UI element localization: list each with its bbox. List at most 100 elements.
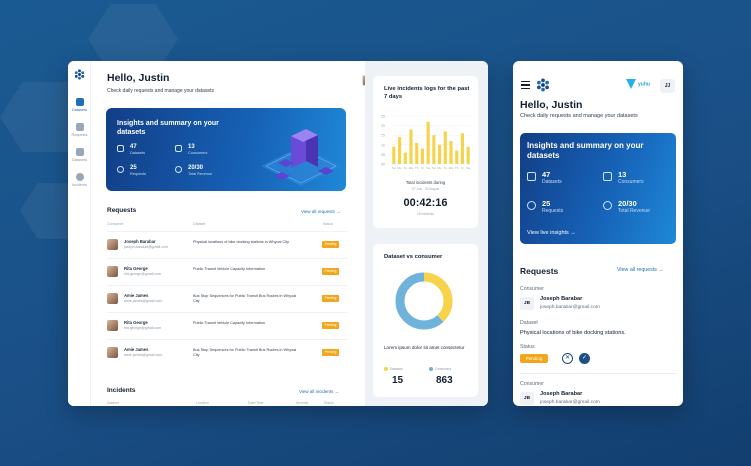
chat-icon — [527, 201, 536, 210]
legend-label: Consumers — [435, 367, 452, 371]
user-avatar[interactable]: JJ — [660, 79, 675, 93]
bar — [438, 144, 442, 164]
avatar: JB — [520, 297, 534, 310]
stat-label: Total Revenue — [188, 172, 213, 176]
consumers-value: 863 — [436, 375, 453, 386]
insights-banner: Insights and summary on your datasets 47… — [106, 108, 346, 191]
column-header: Date/Time — [248, 401, 264, 405]
x-tick-label: Mo — [397, 166, 401, 170]
x-tick-label: Fr — [421, 166, 424, 170]
table-row[interactable]: Amie James amie.james@gmail.com Bus Stop… — [107, 339, 347, 365]
sidebar-item-label: Requests — [71, 133, 88, 137]
approve-button[interactable]: ✓ — [579, 353, 590, 364]
date-range: 27 July - 03 August — [411, 187, 440, 191]
dataset-label: Dataset — [520, 320, 538, 326]
grid-icon — [75, 148, 84, 156]
card-description: Lorem ipsum dolor sit amet consectetur — [384, 345, 465, 350]
subtitle: Check daily requests and manage your dat… — [107, 88, 215, 94]
greeting: Hello, Justin — [107, 72, 170, 84]
consumer-name: Rita George — [124, 266, 148, 271]
consumer-label: Consumer — [520, 286, 544, 292]
insights-banner: Insights and summary on your datasets 47… — [520, 133, 676, 244]
dataset-name: Public Transit Vehicle Capacity Informat… — [193, 321, 265, 325]
bar — [398, 137, 402, 164]
bar — [432, 135, 436, 164]
consumer-email: amie.james@gmail.com — [124, 353, 163, 357]
consumer-name: Amie James — [124, 293, 149, 298]
requests-title: Requests — [520, 266, 559, 276]
stat-value: 25 — [542, 199, 551, 208]
donut-segment-consumers — [395, 272, 453, 330]
y-tick-label: 25 — [381, 115, 385, 119]
sidebar-item-incidents[interactable]: Incidents — [68, 173, 91, 187]
stat-value: 20/30 — [618, 199, 637, 208]
brand-name: yuhu — [638, 81, 650, 88]
hamburger-menu-icon[interactable] — [521, 81, 530, 91]
consumer-email: rita.george@gmail.com — [124, 272, 162, 276]
view-all-requests-link[interactable]: View all requests → — [301, 209, 341, 214]
x-tick-label: Th — [415, 166, 419, 170]
column-header: Location — [196, 401, 209, 405]
legend-item-datasets: Datasets — [384, 367, 403, 372]
sidebar-item-datasets-grid[interactable]: Datasets — [68, 148, 91, 162]
status-badge: Pending — [322, 268, 339, 275]
y-tick-label: 20 — [381, 124, 385, 128]
x-tick-label: Tu — [444, 166, 448, 170]
banner-title: Insights and summary on your datasets — [117, 120, 219, 136]
view-live-insights-link[interactable]: View live insights → — [527, 230, 576, 236]
stat-label: Consumers — [618, 179, 644, 185]
avatar: JB — [520, 392, 534, 405]
stat-value: 25 — [130, 165, 137, 171]
dataset-name: Bus Stop Sequences for Public Transit Bu… — [193, 294, 297, 303]
sidebar-item-requests[interactable]: Requests — [68, 123, 91, 137]
bar — [466, 146, 470, 164]
table-row[interactable]: Rita George rita.george@gmail.com Public… — [107, 258, 347, 284]
x-tick-label: Th — [455, 166, 459, 170]
column-header: Status — [323, 222, 334, 226]
view-all-requests-link[interactable]: View all requests → — [617, 267, 664, 273]
consumer-name: Joseph Barabar — [540, 391, 583, 397]
consumer-label: Consumer — [520, 381, 544, 387]
bar — [420, 148, 424, 164]
stat-label: Datasets — [542, 179, 562, 185]
chat-icon — [117, 166, 124, 173]
reject-button[interactable]: ✕ — [562, 353, 573, 364]
consumer-name: Rita George — [124, 320, 148, 325]
consumer-email: amie.james@gmail.com — [124, 299, 163, 303]
table-row[interactable]: Rita George rita.george@gmail.com Public… — [107, 312, 347, 338]
main-content: Hello, Justin Check daily requests and m… — [98, 61, 373, 406]
dataset-name: Physical locations of bike docking stati… — [193, 240, 290, 244]
banner-title: Insights and summary on your datasets — [527, 141, 644, 160]
consumer-email: rita.george@gmail.com — [124, 326, 162, 330]
datasets-value: 15 — [392, 375, 404, 386]
bar — [426, 121, 430, 164]
users-icon — [175, 145, 182, 152]
datasets-icon — [75, 98, 84, 106]
bar — [392, 146, 396, 164]
y-tick-label: 10 — [381, 143, 385, 147]
table-row[interactable]: Amie James amie.james@gmail.com Bus Stop… — [107, 285, 347, 311]
x-tick-label: Fr — [461, 166, 464, 170]
bar — [443, 131, 447, 164]
avatar — [107, 239, 118, 250]
dataset-consumer-card: Dataset vs consumer Lorem ipsum dolor si… — [373, 244, 478, 397]
dataset-name: Public Transit Vehicle Capacity Informat… — [193, 267, 265, 271]
dataset-name: Bus Stop Sequences for Public Transit Bu… — [193, 348, 297, 357]
stat-value: 13 — [618, 170, 627, 179]
view-all-incidents-link[interactable]: View all incidents → — [299, 389, 340, 394]
incident-timer: 00:42:16 — [403, 197, 448, 209]
live-incidents-card: Live incidents logs for the past 7 days … — [373, 76, 478, 228]
stat-value: 13 — [188, 144, 195, 150]
table-row[interactable]: Joseph Barabar joseph.barabar@gmail.com … — [107, 231, 347, 257]
sidebar-item-datasets[interactable]: Datasets — [68, 98, 91, 112]
logo-icon — [537, 78, 549, 92]
sidebar: Datasets Requests Datasets Incidents — [68, 61, 91, 406]
sidebar-item-label: Datasets — [72, 158, 87, 162]
status-badge: Pending — [322, 241, 339, 248]
dataset-name: Physical locations of bike docking stati… — [520, 330, 626, 336]
stat-value: 20/30 — [188, 165, 204, 171]
subtitle: Check daily requests and manage your dat… — [520, 113, 638, 119]
bar — [409, 129, 413, 164]
mobile-dashboard: yuhu JJ Hello, Justin Check daily reques… — [513, 61, 683, 406]
